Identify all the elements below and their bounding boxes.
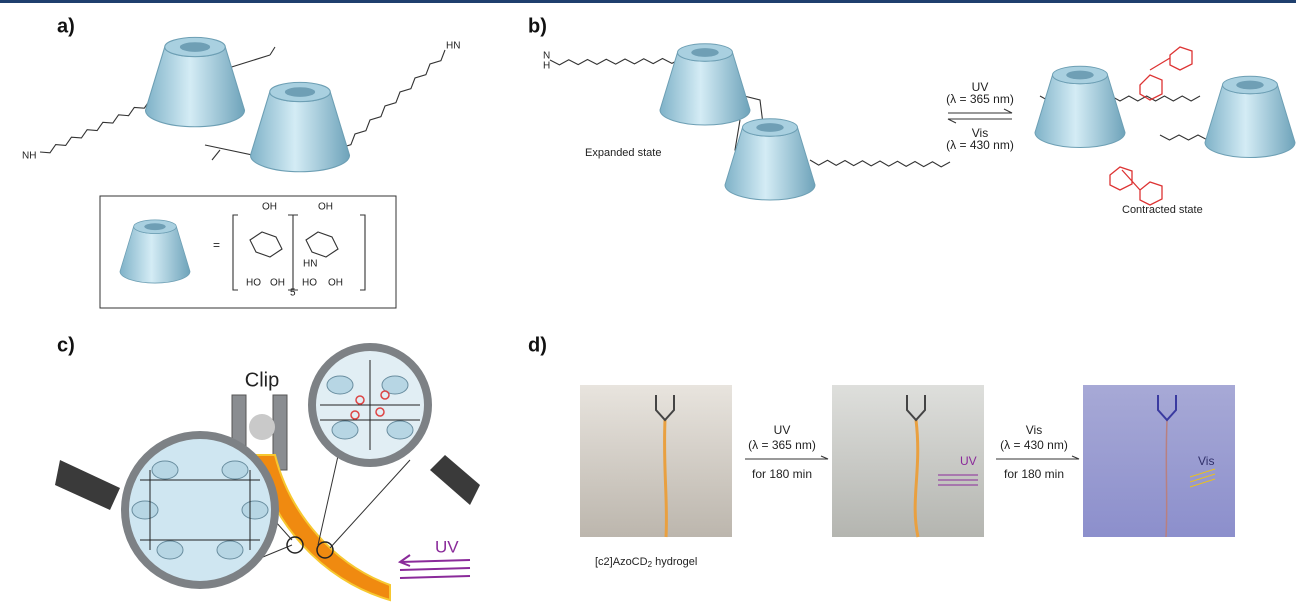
clip-label: Clip (245, 369, 279, 391)
cd-ring (216, 540, 244, 560)
light-label: Vis (1198, 454, 1214, 468)
atom-label: NH (22, 151, 36, 162)
cone (249, 81, 351, 173)
panel-label: b) (528, 15, 547, 37)
cone (659, 43, 751, 126)
arrow (745, 455, 829, 460)
fiber (663, 419, 668, 538)
zoom-spot (316, 541, 334, 559)
atom-label: HN (303, 259, 317, 270)
condition: Vis (1026, 423, 1042, 437)
top-rule (0, 0, 1296, 3)
panel-label: d) (528, 334, 547, 356)
condition: for 180 min (752, 467, 812, 481)
equilibrium-arrows (947, 108, 1013, 124)
cd-ring (326, 375, 354, 395)
caption: [c2]AzoCD2 hydrogel (595, 556, 697, 569)
cone (1034, 65, 1126, 149)
light-arrows (397, 554, 471, 579)
cd-ring (381, 375, 409, 395)
shape (232, 214, 366, 291)
clip (1157, 395, 1177, 422)
cd-ring (241, 500, 269, 520)
light-arrows (938, 474, 978, 486)
network (131, 360, 420, 560)
condition: Vis (972, 126, 988, 140)
condition: (λ = 430 nm) (946, 138, 1014, 152)
cone (1204, 75, 1296, 159)
panel-a: a) NH HN = OH HO OH OH HN HO OH 5 (22, 15, 460, 309)
chains (549, 46, 1256, 206)
chain (809, 159, 951, 168)
cd-ring (331, 420, 359, 440)
cd-ring (386, 420, 414, 440)
sugar-rings (232, 214, 366, 291)
caption-sub: 2 (648, 560, 653, 569)
fiber (913, 419, 920, 538)
light-label: UV (960, 454, 977, 468)
equals: = (213, 238, 220, 252)
caption-tail: hydrogel (652, 556, 697, 568)
atom-label: N (543, 51, 550, 62)
atom-label: HO (302, 278, 317, 289)
condition: UV (774, 423, 791, 437)
condition: UV (972, 80, 989, 94)
panel-label: a) (57, 15, 75, 37)
atom-label: H (543, 61, 550, 72)
cone (119, 219, 191, 284)
chain (339, 49, 446, 149)
caption-main: [c2]AzoCD (595, 556, 648, 568)
repeat-count: 5 (290, 288, 296, 299)
shape (249, 231, 339, 258)
azo-ring (375, 407, 385, 417)
atom-label: OH (270, 278, 285, 289)
cd-ring (131, 500, 159, 520)
rod (430, 455, 480, 505)
condition: (λ = 365 nm) (946, 92, 1014, 106)
clip (655, 395, 926, 422)
arrow (996, 455, 1080, 460)
condition: (λ = 430 nm) (1000, 438, 1068, 452)
atom-label: OH (318, 202, 333, 213)
state-label: Expanded state (585, 147, 661, 159)
clip-ball (249, 414, 275, 440)
state-label: Contracted state (1122, 204, 1203, 216)
atom-label: HO (246, 278, 261, 289)
panel-d: d) UV (λ = 365 nm) for 180 min Vis (λ = … (528, 334, 1235, 569)
atom-label: OH (262, 202, 277, 213)
panel-b: b) H N Expanded state Contracted state U… (528, 15, 1296, 216)
condition: for 180 min (1004, 467, 1064, 481)
condition: (λ = 365 nm) (748, 438, 816, 452)
azo-ring (355, 395, 365, 405)
panel-c: c) Clip UV (55, 334, 480, 602)
light-arrows (1189, 468, 1216, 488)
light-label: UV (435, 537, 459, 556)
panel-label: c) (57, 334, 75, 356)
cone (144, 36, 246, 128)
atom-label: HN (446, 41, 460, 52)
azo-red (1109, 46, 1193, 206)
rod (55, 460, 120, 510)
fiber (1165, 419, 1168, 538)
azo-ring (380, 390, 390, 400)
cd-ring (151, 460, 179, 480)
hydrogel-strip (253, 454, 391, 602)
zoom-spot (286, 536, 304, 554)
cd-ring (221, 460, 249, 480)
azo-ring (350, 410, 360, 420)
atom-label: OH (328, 278, 343, 289)
cd-ring (156, 540, 184, 560)
network-lines (140, 360, 420, 550)
chain (39, 99, 151, 154)
legend-box (99, 195, 397, 309)
